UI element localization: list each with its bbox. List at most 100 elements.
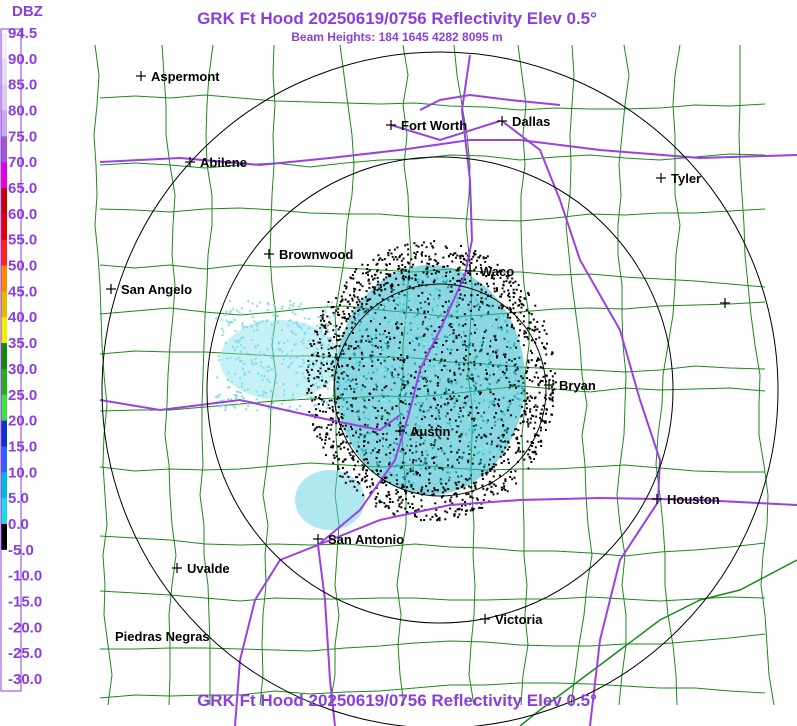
echo-pixel [532,318,535,321]
echo-pixel [353,312,356,315]
echo-pixel [531,328,534,331]
echo-pixel [367,298,370,301]
echo-pixel [333,346,336,349]
echo-pixel [332,311,335,314]
echo-pixel [345,287,348,290]
echo-pixel [266,302,269,305]
echo-pixel [294,313,297,315]
echo-pixel [447,422,450,425]
echo-pixel [502,420,504,423]
echo-pixel [514,379,517,382]
echo-pixel [377,254,380,257]
echo-pixel [375,368,378,371]
echo-pixel [367,273,370,276]
echo-pixel [519,300,522,303]
echo-pixel [505,365,508,368]
echo-pixel [390,388,393,391]
echo-pixel [467,368,470,371]
echo-pixel [266,378,269,381]
echo-pixel [534,328,537,331]
city-label: San Antonio [328,532,404,547]
echo-pixel [300,340,303,343]
echo-pixel [534,396,537,399]
echo-pixel [347,429,350,432]
echo-pixel [352,359,355,362]
echo-pixel [402,354,405,357]
echo-pixel [502,396,505,399]
echo-pixel [457,423,460,426]
legend-swatch [1,549,7,577]
echo-pixel [427,297,429,300]
echo-pixel [483,463,486,466]
echo-pixel [328,337,331,340]
echo-pixel [334,362,336,365]
echo-pixel [455,398,458,400]
echo-pixel [430,325,433,328]
echo-pixel [419,301,422,304]
echo-pixel [456,508,459,511]
echo-pixel [450,326,453,328]
echo-pixel [424,416,426,419]
echo-pixel [289,303,292,306]
echo-pixel [351,428,353,431]
echo-pixel [410,444,413,447]
echo-pixel [473,417,476,420]
echo-pixel [330,363,333,366]
echo-pixel [305,393,308,396]
echo-pixel [463,412,466,415]
echo-pixel [422,241,425,244]
echo-pixel [427,310,430,313]
echo-pixel [470,309,472,312]
echo-pixel [231,321,234,324]
echo-pixel [388,321,391,324]
echo-pixel [488,401,491,403]
echo-pixel [425,384,428,387]
echo-pixel [405,498,407,501]
echo-pixel [331,369,334,372]
echo-pixel [364,449,367,452]
echo-pixel [412,482,415,485]
echo-pixel [356,296,359,299]
echo-pixel [379,470,382,473]
echo-pixel [464,501,466,503]
echo-pixel [544,347,547,350]
echo-pixel [455,335,458,338]
echo-pixel [398,503,401,506]
echo-pixel [256,324,259,327]
echo-pixel [448,471,451,474]
echo-pixel [217,394,220,397]
echo-pixel [404,323,407,326]
echo-pixel [395,479,398,482]
echo-pixel [411,507,414,510]
echo-pixel [329,364,332,367]
echo-pixel [438,411,441,414]
echo-pixel [533,329,536,332]
echo-pixel [397,377,400,380]
echo-pixel [400,292,402,294]
echo-pixel [463,470,466,473]
echo-pixel [312,423,315,426]
echo-pixel [384,366,387,369]
echo-pixel [483,493,486,496]
echo-pixel [335,433,338,436]
echo-pixel [522,381,525,384]
echo-pixel [482,257,485,260]
echo-pixel [544,428,547,431]
echo-pixel [317,376,320,379]
echo-pixel [323,361,326,363]
echo-pixel [301,328,303,331]
echo-pixel [295,321,298,324]
echo-pixel [436,382,439,385]
echo-pixel [365,308,368,311]
echo-pixel [242,397,245,400]
echo-pixel [427,475,429,478]
echo-pixel [345,378,347,381]
echo-pixel [476,294,479,296]
echo-pixel [292,322,295,325]
echo-pixel [403,477,406,480]
echo-pixel [326,387,329,390]
echo-pixel [374,498,377,500]
echo-pixel [314,413,317,416]
county-line [738,45,775,706]
echo-pixel [534,433,537,436]
